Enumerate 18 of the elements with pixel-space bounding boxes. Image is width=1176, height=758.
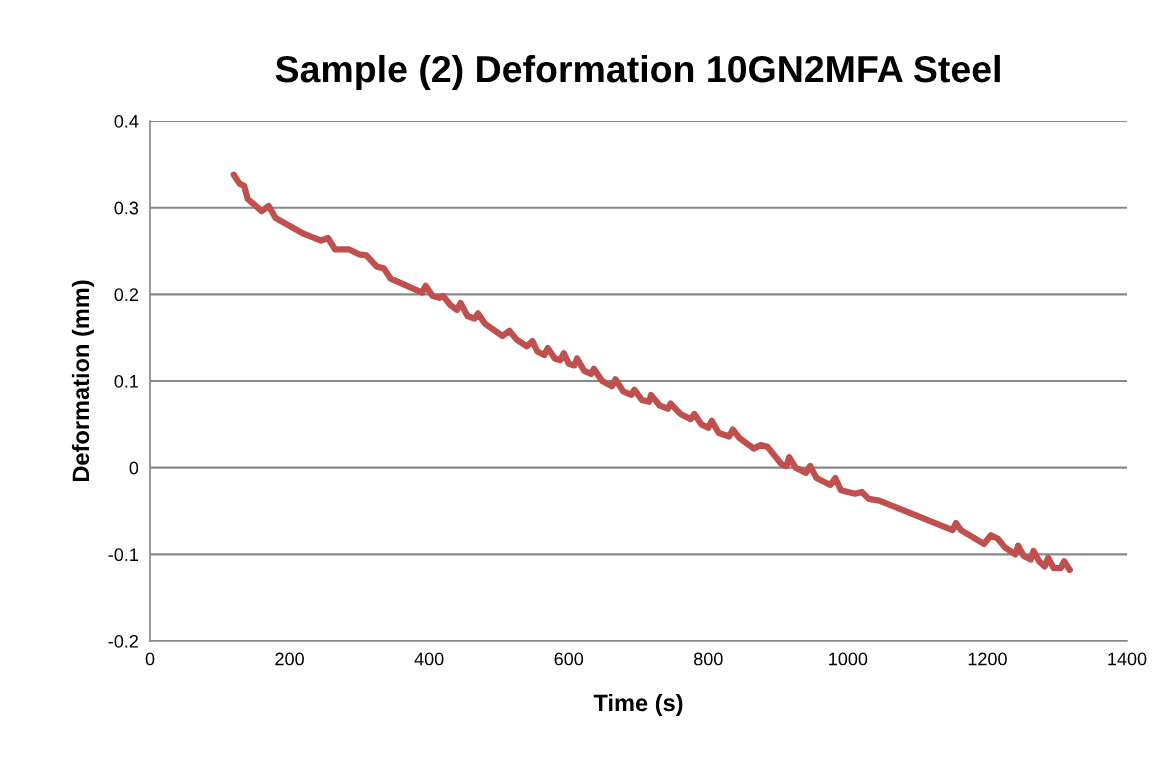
x-tick-label: 0	[145, 652, 155, 666]
x-tick-label: 200	[275, 652, 304, 666]
y-tick-label: -0.1	[108, 548, 139, 562]
y-tick-label: 0.2	[114, 288, 138, 302]
x-tick-label: 800	[694, 652, 723, 666]
y-tick-label: 0.3	[114, 201, 139, 215]
x-axis-title: Time (s)	[593, 693, 683, 716]
y-tick-label: 0	[129, 461, 139, 475]
x-tick-label: 1400	[1108, 652, 1147, 666]
y-tick-label: -0.2	[108, 634, 138, 648]
x-tick-label: 600	[554, 652, 584, 666]
y-tick-label: 0.1	[114, 374, 139, 388]
y-tick-label: 0.4	[114, 114, 139, 128]
x-tick-label: 1200	[968, 652, 1007, 666]
x-tick-label: 400	[414, 652, 444, 666]
chart-title: Sample (2) Deformation 10GN2MFA Steel	[275, 54, 1000, 90]
x-tick-label: 1000	[829, 652, 868, 666]
y-axis-title: Deformation (mm)	[71, 280, 94, 482]
